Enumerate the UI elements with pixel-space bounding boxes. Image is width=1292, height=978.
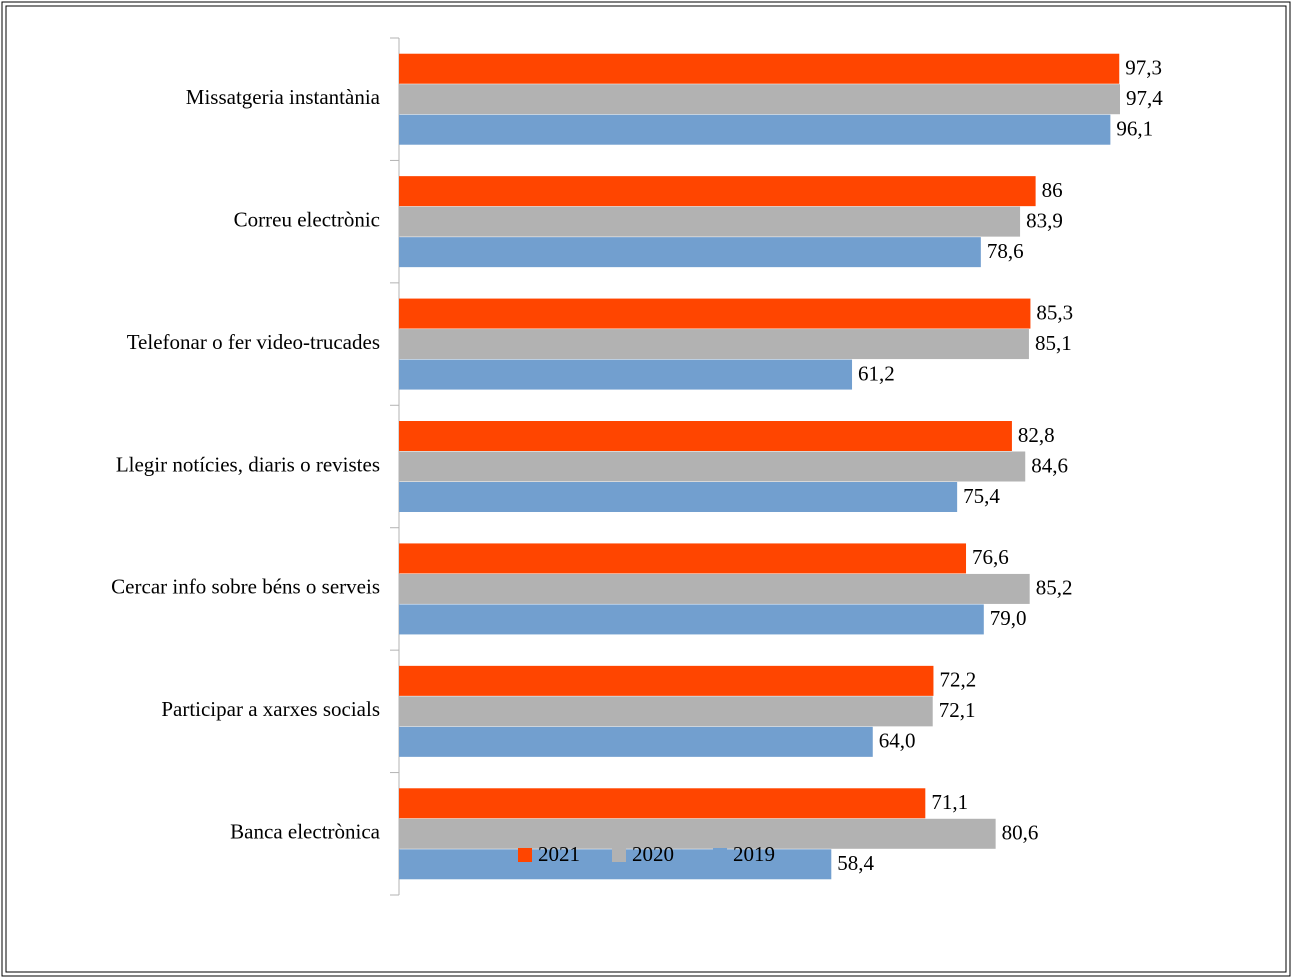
legend-swatch: [713, 848, 727, 862]
bar: [399, 421, 1012, 451]
bar: [399, 788, 926, 819]
value-label: 96,1: [1116, 117, 1153, 141]
value-label: 85,3: [1036, 300, 1073, 324]
legend-swatch: [612, 848, 626, 862]
value-label: 58,4: [837, 851, 874, 875]
bar: [399, 359, 853, 390]
value-label: 83,9: [1026, 208, 1063, 232]
value-label: 80,6: [1002, 821, 1039, 845]
category-label: Llegir notícies, diaris o revistes: [116, 452, 380, 476]
value-label: 85,1: [1035, 331, 1072, 355]
bar: [399, 329, 1029, 360]
bar: [399, 176, 1036, 207]
category-label: Participar a xarxes socials: [161, 697, 380, 721]
value-label: 84,6: [1031, 453, 1068, 477]
value-label: 97,3: [1125, 56, 1162, 80]
value-label: 86: [1042, 178, 1063, 202]
category-label: Missatgeria instantània: [186, 85, 381, 109]
value-label: 71,1: [931, 790, 968, 814]
bar: [399, 665, 934, 696]
value-label: 82,8: [1018, 423, 1055, 447]
legend-label: 2021: [538, 842, 580, 866]
bar: [399, 696, 933, 727]
bar: [399, 53, 1120, 84]
bar: [399, 84, 1120, 115]
value-label: 61,2: [858, 361, 895, 385]
category-label: Cercar info sobre béns o serveis: [111, 575, 380, 599]
bar: [399, 573, 1030, 604]
legend-label: 2019: [733, 842, 775, 866]
frame-inner: [5, 5, 1287, 973]
bar: [399, 818, 996, 849]
bar: [399, 604, 984, 635]
value-label: 75,4: [963, 484, 1000, 508]
category-label: Telefonar o fer video-trucades: [127, 330, 380, 354]
legend-label: 2020: [632, 842, 674, 866]
category-label: Correu electrònic: [234, 207, 380, 231]
value-label: 76,6: [972, 545, 1009, 569]
value-label: 85,2: [1036, 576, 1073, 600]
bar: [399, 237, 981, 268]
legend-swatch: [518, 848, 532, 862]
value-label: 64,0: [879, 729, 916, 753]
bar: [399, 726, 873, 757]
value-label: 97,4: [1126, 86, 1163, 110]
bar: [399, 451, 1026, 482]
value-label: 72,1: [939, 698, 976, 722]
value-label: 78,6: [987, 239, 1024, 263]
value-label: 72,2: [939, 668, 976, 692]
value-label: 79,0: [990, 606, 1027, 630]
bar: [399, 298, 1031, 329]
bar: [399, 543, 967, 574]
bar: [399, 206, 1021, 237]
bar: [399, 114, 1111, 145]
category-label: Banca electrònica: [230, 820, 380, 844]
bar: [399, 482, 958, 512]
